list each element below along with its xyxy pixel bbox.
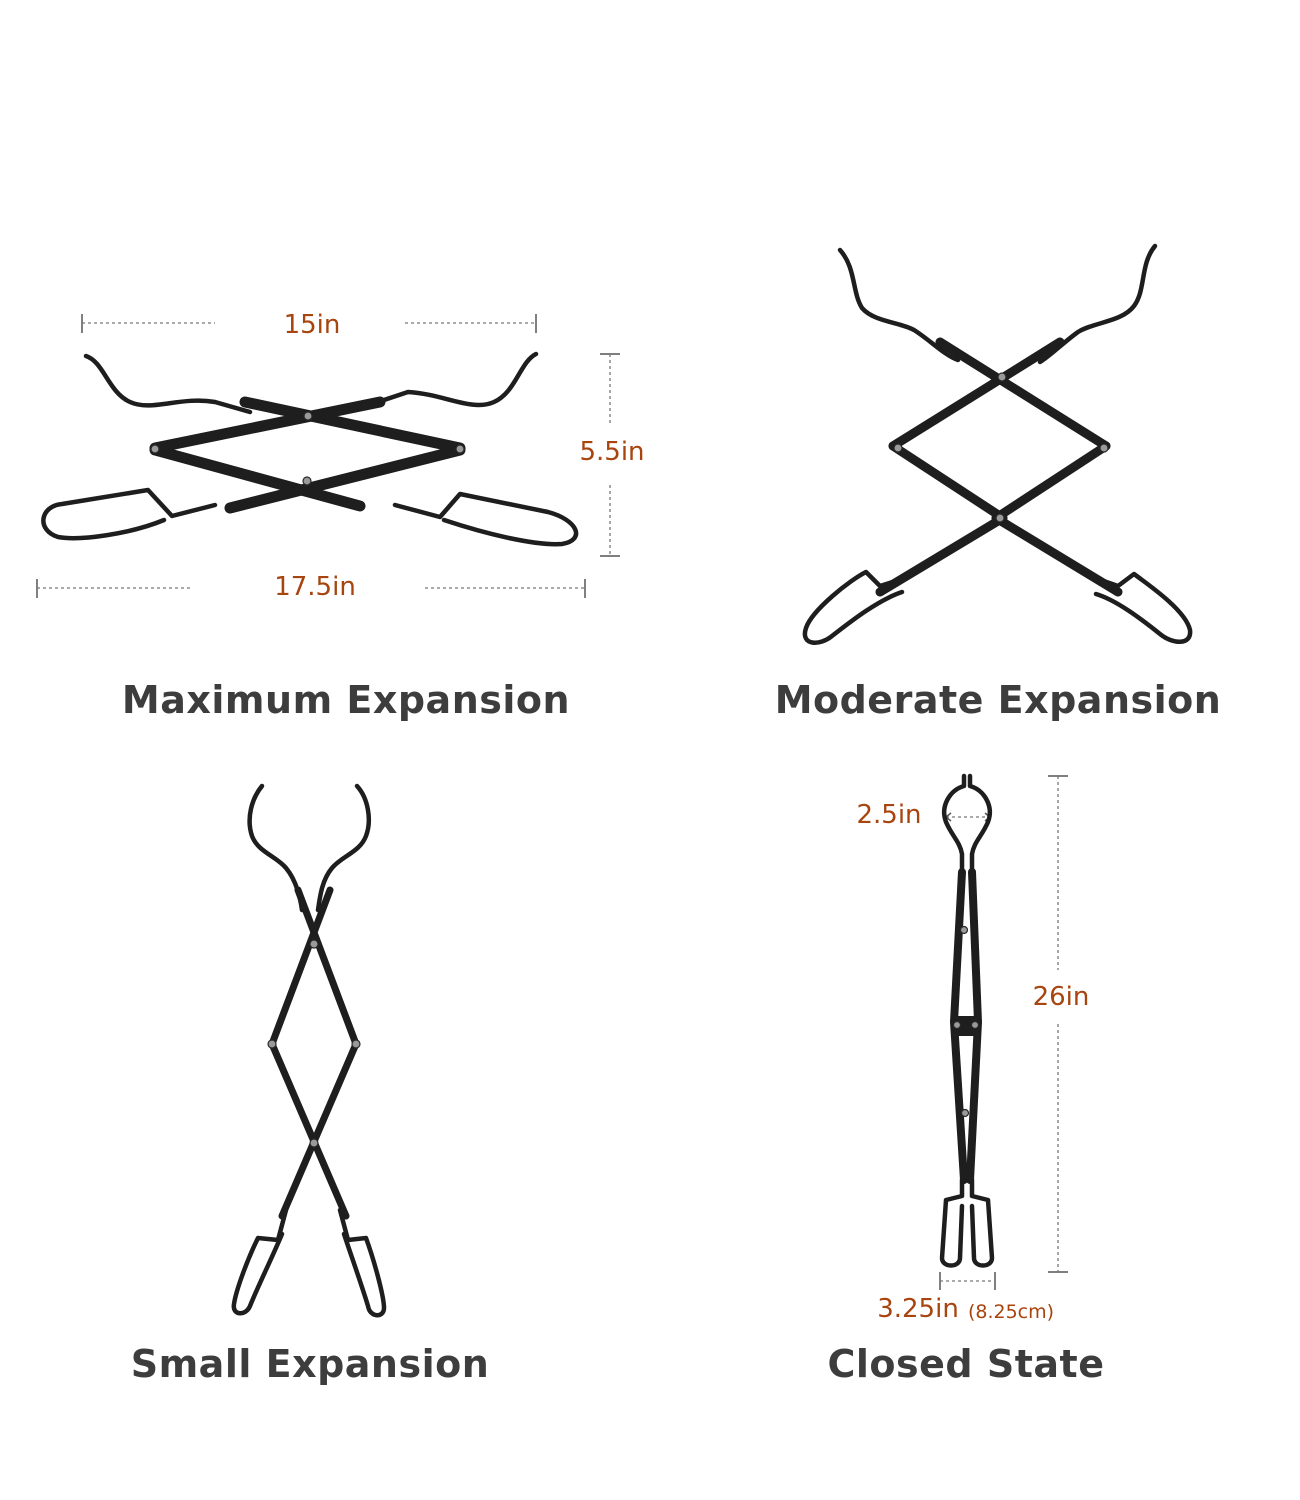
tongs-moderate-illustration	[802, 243, 1193, 645]
tongs-maximum-illustration	[41, 351, 579, 547]
maximum-expansion-panel: 15in 5.5in 17.5in	[36, 310, 645, 722]
length-dimension: 26in	[1033, 775, 1090, 1273]
width-dimension-top: 15in	[81, 310, 537, 340]
caption-small-expansion: Small Expansion	[131, 1342, 490, 1386]
dimension-label-17-5in: 17.5in	[274, 572, 356, 602]
caption-maximum-expansion: Maximum Expansion	[122, 678, 570, 722]
dimension-label-5-5in: 5.5in	[579, 437, 644, 467]
height-dimension-side: 5.5in	[579, 353, 645, 557]
tongs-small-illustration	[231, 783, 387, 1318]
tongs-closed-illustration	[939, 773, 995, 1268]
small-expansion-panel: Small Expansion	[131, 783, 490, 1386]
grip-width-dimension: 3.25in (8.25cm)	[877, 1272, 1054, 1324]
dimension-label-3-25in: 3.25in	[877, 1294, 959, 1324]
caption-moderate-expansion: Moderate Expansion	[775, 678, 1222, 722]
moderate-expansion-panel: Moderate Expansion	[775, 243, 1222, 722]
dimension-label-8-25cm: (8.25cm)	[968, 1301, 1054, 1323]
jaw-width-dimension: 2.5in	[856, 800, 992, 830]
dimension-label-15in: 15in	[284, 310, 341, 340]
dimension-label-26in: 26in	[1033, 982, 1090, 1012]
width-dimension-bottom: 17.5in	[36, 572, 586, 602]
dimension-label-2-5in: 2.5in	[856, 800, 921, 830]
caption-closed-state: Closed State	[828, 1342, 1105, 1386]
closed-state-panel: 2.5in 26in 3.25in (8.25cm)	[828, 773, 1105, 1386]
